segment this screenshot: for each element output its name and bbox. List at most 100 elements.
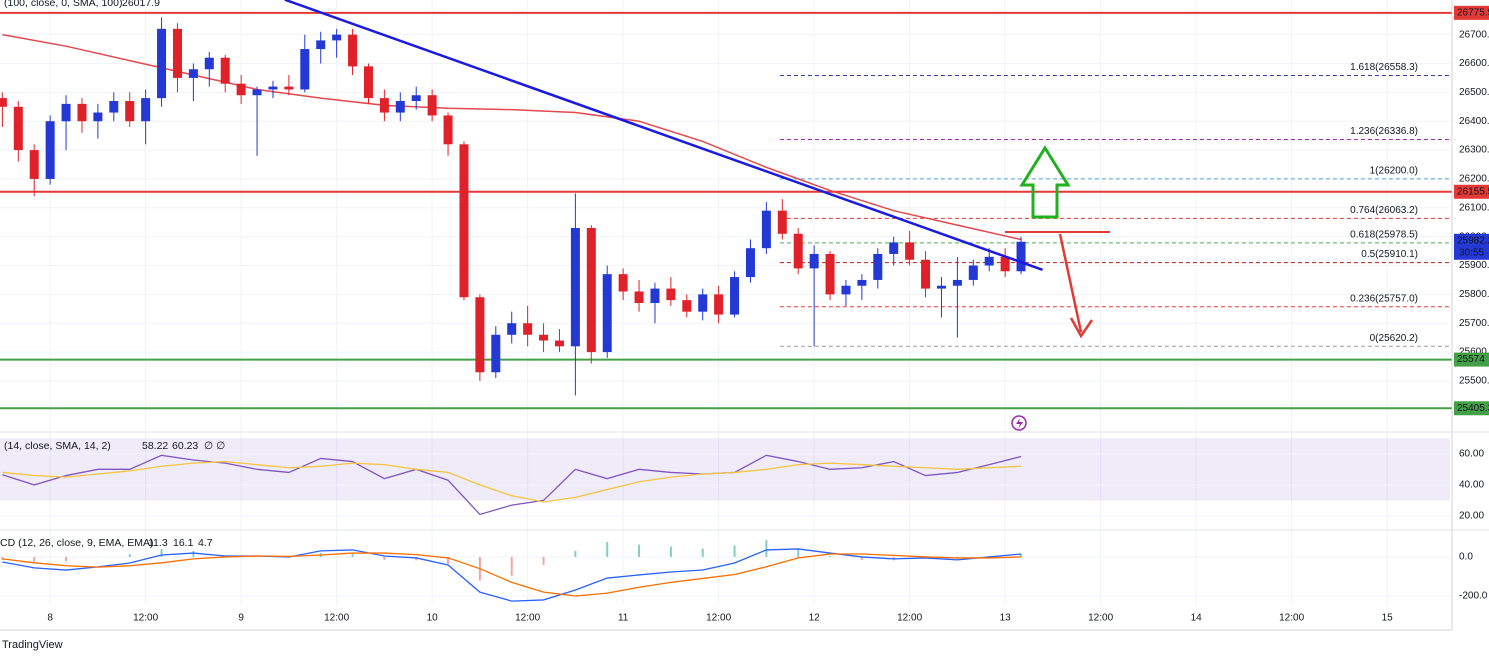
legend-value: 26017.9 — [122, 0, 160, 9]
candle-body — [570, 227, 580, 347]
candle-body — [618, 274, 628, 292]
macd-histogram-bar — [638, 544, 641, 557]
candle-body — [0, 98, 7, 107]
up-arrow — [1019, 145, 1071, 219]
candle-body — [586, 227, 596, 353]
x-tick-label: 14 — [1191, 613, 1203, 624]
event-icon-bolt — [1016, 418, 1023, 429]
candle-body — [220, 57, 230, 84]
candle-body — [45, 121, 55, 179]
y-tick-label: 0.0 — [1459, 552, 1473, 563]
y-tick-label: 60.00 — [1459, 448, 1484, 459]
candle-body — [475, 297, 485, 373]
legend-value: 11.3 — [148, 537, 168, 549]
macd-histogram-bar — [1020, 554, 1023, 557]
y-tick-label: -200.0 — [1459, 591, 1488, 602]
fib-label: 1(26200.0) — [1370, 166, 1418, 177]
x-tick-label: 12:00 — [324, 613, 349, 624]
macd-histogram-bar — [765, 540, 768, 557]
legend-params: (14, close, SMA, 14, 2) — [4, 440, 111, 452]
candle-body — [873, 253, 883, 280]
macd-histogram-bar — [383, 556, 386, 560]
macd-histogram-bar — [351, 553, 354, 557]
candle-body — [602, 274, 612, 353]
candle-body — [666, 288, 676, 301]
candle-body — [13, 106, 23, 151]
candle-body — [411, 95, 421, 102]
candle-body — [730, 277, 740, 315]
x-tick-label: 8 — [47, 613, 53, 624]
legend-value: 16.1 — [173, 537, 194, 549]
candle-body — [348, 34, 358, 67]
candle-body — [491, 334, 501, 373]
rsi-line — [2, 460, 1022, 503]
level-tag-label: 26775.5 — [1457, 7, 1489, 18]
macd-histogram-bar — [192, 551, 195, 557]
candle-body — [443, 115, 453, 145]
candle-body — [968, 265, 978, 280]
candle-body — [777, 210, 787, 234]
candle-body — [793, 233, 803, 269]
candle-body — [379, 98, 389, 113]
y-tick-label: 26300.0 — [1459, 145, 1489, 156]
macd-histogram-bar — [733, 545, 736, 557]
candle-body — [984, 256, 994, 266]
fib-label: 0.764(26063.2) — [1350, 205, 1418, 216]
macd-histogram-bar — [542, 556, 545, 565]
macd-line — [2, 548, 1022, 602]
candle-body — [109, 101, 119, 113]
candle-body — [188, 69, 198, 78]
candle-body — [29, 150, 39, 179]
sma-line — [2, 33, 1022, 241]
level-tag — [1454, 401, 1489, 416]
countdown-label: 30:55 — [1459, 247, 1484, 258]
down-arrow-head — [1069, 317, 1094, 339]
candle-body — [316, 40, 326, 50]
legend-params: CD (12, 26, close, 9, EMA, EMA) — [0, 537, 153, 549]
candle-body — [93, 112, 103, 122]
candle-body — [936, 285, 946, 289]
candle-body — [395, 101, 405, 113]
candle-body — [825, 253, 835, 295]
candle-body — [300, 49, 310, 90]
candle-body — [809, 253, 819, 269]
footer-brand: TradingView — [2, 639, 63, 651]
y-tick-label: 26500.0 — [1459, 87, 1489, 98]
legend-value: 58.22 — [142, 440, 168, 452]
x-tick-label: 12 — [809, 613, 821, 624]
y-tick-label: 26200.0 — [1459, 174, 1489, 185]
y-tick-label: 40.00 — [1459, 480, 1484, 491]
macd-histogram-bar — [574, 550, 577, 557]
candle-body — [284, 86, 294, 90]
candle-body — [554, 340, 564, 347]
macd-histogram-bar — [669, 546, 672, 557]
candle-body — [125, 101, 135, 122]
x-tick-label: 9 — [238, 613, 244, 624]
candle-body — [157, 28, 167, 99]
macd-histogram-bar — [606, 541, 609, 557]
level-tag — [1454, 184, 1489, 199]
macd-histogram-bar — [701, 548, 704, 557]
candle-body — [236, 83, 246, 96]
y-tick-label: 25600.0 — [1459, 347, 1489, 358]
y-tick-label: 26100.0 — [1459, 202, 1489, 213]
x-tick-label: 11 — [618, 613, 629, 624]
macd-histogram-bar — [1, 556, 4, 561]
down-arrow — [1058, 233, 1083, 333]
candle-body — [921, 259, 931, 289]
macd-histogram-bar — [415, 556, 418, 561]
candle-body — [905, 242, 915, 260]
x-tick-label: 12:00 — [1279, 613, 1304, 624]
last-price-tag — [1454, 233, 1489, 260]
y-tick-label: 26600.0 — [1459, 58, 1489, 69]
rsi-line — [2, 454, 1022, 516]
x-tick-label: 10 — [427, 613, 439, 624]
y-tick-label: 25800.0 — [1459, 289, 1489, 300]
y-tick-label: 25900.0 — [1459, 260, 1489, 271]
macd-line — [2, 552, 1022, 597]
candle-body — [363, 66, 373, 99]
x-tick-label: 13 — [1000, 613, 1012, 624]
x-tick-label: 15 — [1382, 613, 1394, 624]
event-icon[interactable] — [1011, 415, 1027, 431]
candle-body — [507, 323, 517, 335]
